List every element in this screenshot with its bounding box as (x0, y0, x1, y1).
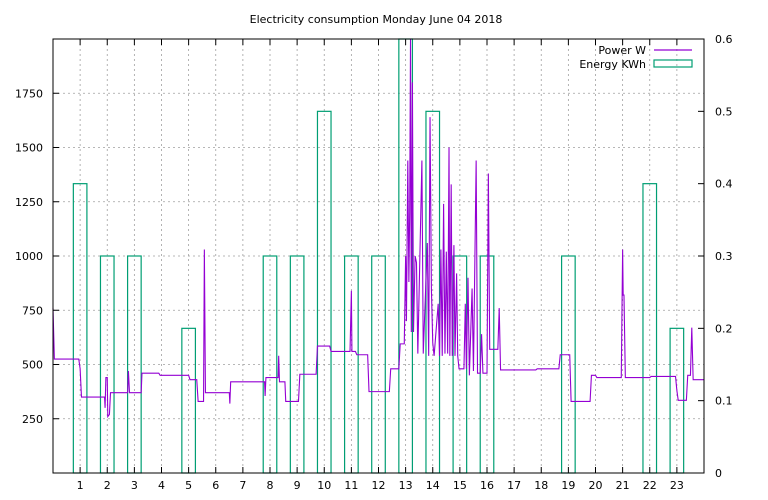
y2-tick-label: 0 (715, 467, 722, 480)
x-tick-label: 7 (239, 479, 246, 492)
x-tick-label: 23 (670, 479, 684, 492)
x-tick-label: 6 (212, 479, 219, 492)
x-tick-label: 5 (185, 479, 192, 492)
y2-tick-label: 0.4 (715, 178, 733, 191)
x-tick-label: 3 (131, 479, 138, 492)
x-tick-label: 1 (77, 479, 84, 492)
x-tick-label: 17 (507, 479, 521, 492)
x-tick-label: 14 (426, 479, 440, 492)
y-tick-label: 1750 (15, 87, 43, 100)
x-tick-label: 8 (267, 479, 274, 492)
y-tick-label: 250 (22, 413, 43, 426)
legend-swatch-energy (653, 59, 693, 68)
y-tick-label: 750 (22, 304, 43, 317)
y-tick-label: 500 (22, 359, 43, 372)
legend: Power W Energy KWh (579, 44, 693, 71)
y2-tick-label: 0.3 (715, 250, 733, 263)
x-tick-label: 18 (534, 479, 548, 492)
legend-label-energy: Energy KWh (579, 58, 646, 71)
y2-tick-label: 0.2 (715, 322, 733, 335)
x-tick-label: 10 (317, 479, 331, 492)
x-tick-label: 2 (104, 479, 111, 492)
x-tick-label: 19 (561, 479, 575, 492)
y-tick-label: 1000 (15, 250, 43, 263)
chart-title: Electricity consumption Monday June 04 2… (250, 13, 503, 26)
x-tick-label: 11 (344, 479, 358, 492)
power-line (52, 38, 704, 419)
y2-tick-label: 0.6 (715, 33, 733, 46)
y2-tick-label: 0.5 (715, 105, 733, 118)
axis-ticks: 1 2 3 4 5 6 7 8 9 10 11 12 13 14 15 16 17 18 19 20 21 22 23250… (15, 33, 733, 492)
x-tick-label: 15 (453, 479, 467, 492)
x-tick-label: 13 (399, 479, 413, 492)
x-tick-label: 21 (616, 479, 630, 492)
x-tick-label: 22 (643, 479, 657, 492)
y2-tick-label: 0.1 (715, 395, 733, 408)
legend-label-power: Power W (598, 44, 646, 57)
x-tick-label: 16 (480, 479, 494, 492)
x-tick-label: 20 (589, 479, 603, 492)
x-tick-label: 4 (158, 479, 165, 492)
power-line-layer (52, 38, 704, 419)
y-tick-label: 1250 (15, 196, 43, 209)
y-tick-label: 1500 (15, 142, 43, 155)
x-tick-label: 9 (294, 479, 301, 492)
x-tick-label: 12 (372, 479, 386, 492)
